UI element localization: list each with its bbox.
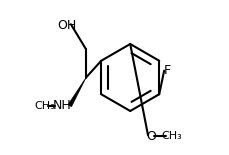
Text: O: O <box>145 130 155 143</box>
Text: CH₃: CH₃ <box>160 131 181 141</box>
Text: NH: NH <box>53 99 71 112</box>
Text: CH₃: CH₃ <box>34 101 55 111</box>
Text: F: F <box>163 64 170 77</box>
Polygon shape <box>68 78 86 107</box>
Text: OH: OH <box>57 19 76 32</box>
